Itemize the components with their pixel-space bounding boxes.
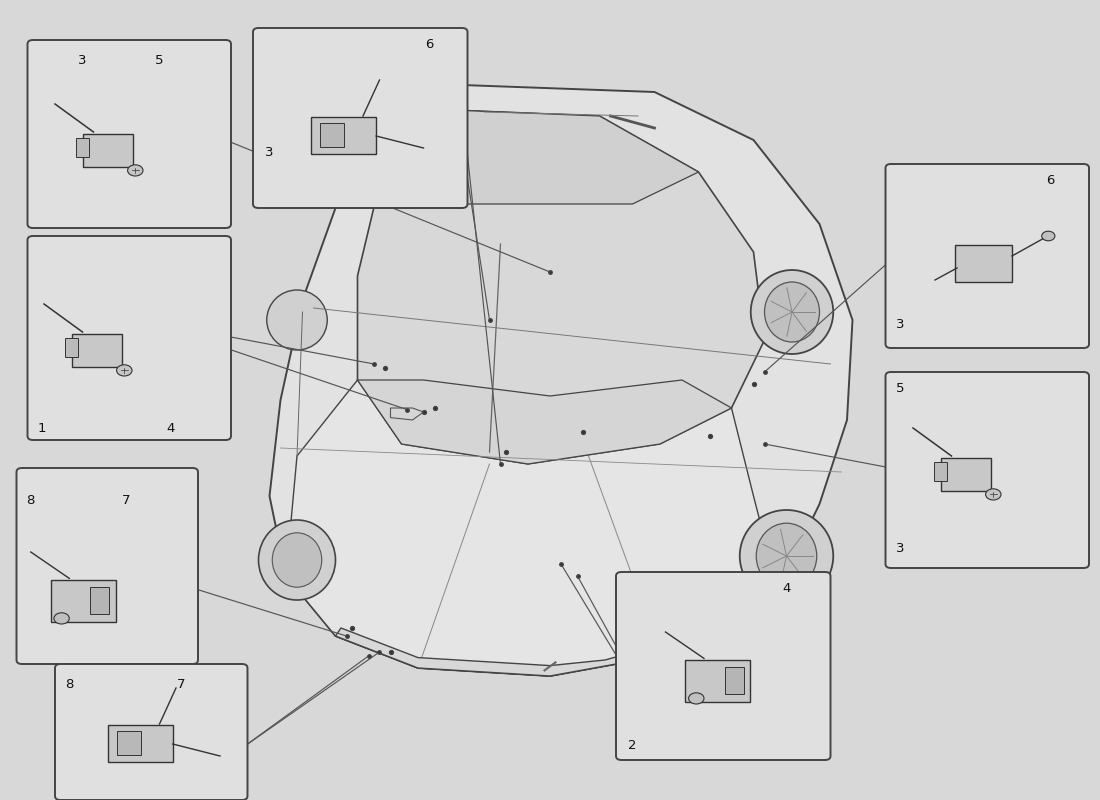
Text: 8: 8 [65, 678, 74, 690]
Ellipse shape [764, 282, 820, 342]
Text: 4: 4 [166, 422, 175, 434]
FancyBboxPatch shape [55, 664, 248, 800]
Polygon shape [358, 108, 764, 464]
Text: 6: 6 [1046, 174, 1055, 186]
FancyBboxPatch shape [82, 134, 133, 167]
Text: 3: 3 [78, 54, 87, 66]
FancyBboxPatch shape [320, 123, 344, 147]
FancyBboxPatch shape [955, 245, 1012, 282]
Polygon shape [286, 380, 770, 676]
Circle shape [117, 365, 132, 376]
Text: 5: 5 [155, 54, 164, 66]
Text: 3: 3 [265, 146, 274, 158]
Ellipse shape [266, 290, 328, 350]
FancyBboxPatch shape [28, 236, 231, 440]
FancyBboxPatch shape [886, 164, 1089, 348]
Text: 2: 2 [628, 739, 637, 752]
FancyBboxPatch shape [16, 468, 198, 664]
FancyBboxPatch shape [117, 731, 141, 755]
Circle shape [1042, 231, 1055, 241]
FancyBboxPatch shape [65, 338, 78, 357]
Ellipse shape [739, 510, 834, 602]
Text: 6: 6 [425, 38, 433, 50]
FancyBboxPatch shape [725, 667, 744, 694]
FancyBboxPatch shape [253, 28, 468, 208]
FancyBboxPatch shape [28, 40, 231, 228]
FancyBboxPatch shape [616, 572, 830, 760]
Text: 3: 3 [895, 542, 904, 554]
FancyBboxPatch shape [934, 462, 947, 481]
Text: 3: 3 [895, 318, 904, 330]
Polygon shape [336, 620, 754, 676]
Polygon shape [270, 84, 852, 676]
Circle shape [128, 165, 143, 176]
Text: 5: 5 [895, 382, 904, 394]
Text: 1: 1 [37, 422, 46, 434]
Circle shape [986, 489, 1001, 500]
FancyBboxPatch shape [76, 138, 89, 157]
Polygon shape [390, 408, 424, 420]
FancyBboxPatch shape [311, 117, 376, 154]
Text: 7: 7 [177, 678, 186, 690]
Text: 4: 4 [782, 582, 791, 594]
Text: 7: 7 [122, 494, 131, 506]
FancyBboxPatch shape [72, 334, 122, 367]
Circle shape [54, 613, 69, 624]
FancyBboxPatch shape [685, 660, 750, 702]
Ellipse shape [258, 520, 336, 600]
FancyBboxPatch shape [108, 725, 173, 762]
FancyBboxPatch shape [940, 458, 991, 491]
FancyBboxPatch shape [51, 580, 116, 622]
Circle shape [689, 693, 704, 704]
Ellipse shape [273, 533, 321, 587]
Ellipse shape [757, 523, 816, 589]
Polygon shape [379, 108, 698, 204]
FancyBboxPatch shape [90, 587, 109, 614]
FancyBboxPatch shape [886, 372, 1089, 568]
Ellipse shape [750, 270, 834, 354]
Text: 8: 8 [26, 494, 35, 506]
Polygon shape [358, 380, 732, 464]
